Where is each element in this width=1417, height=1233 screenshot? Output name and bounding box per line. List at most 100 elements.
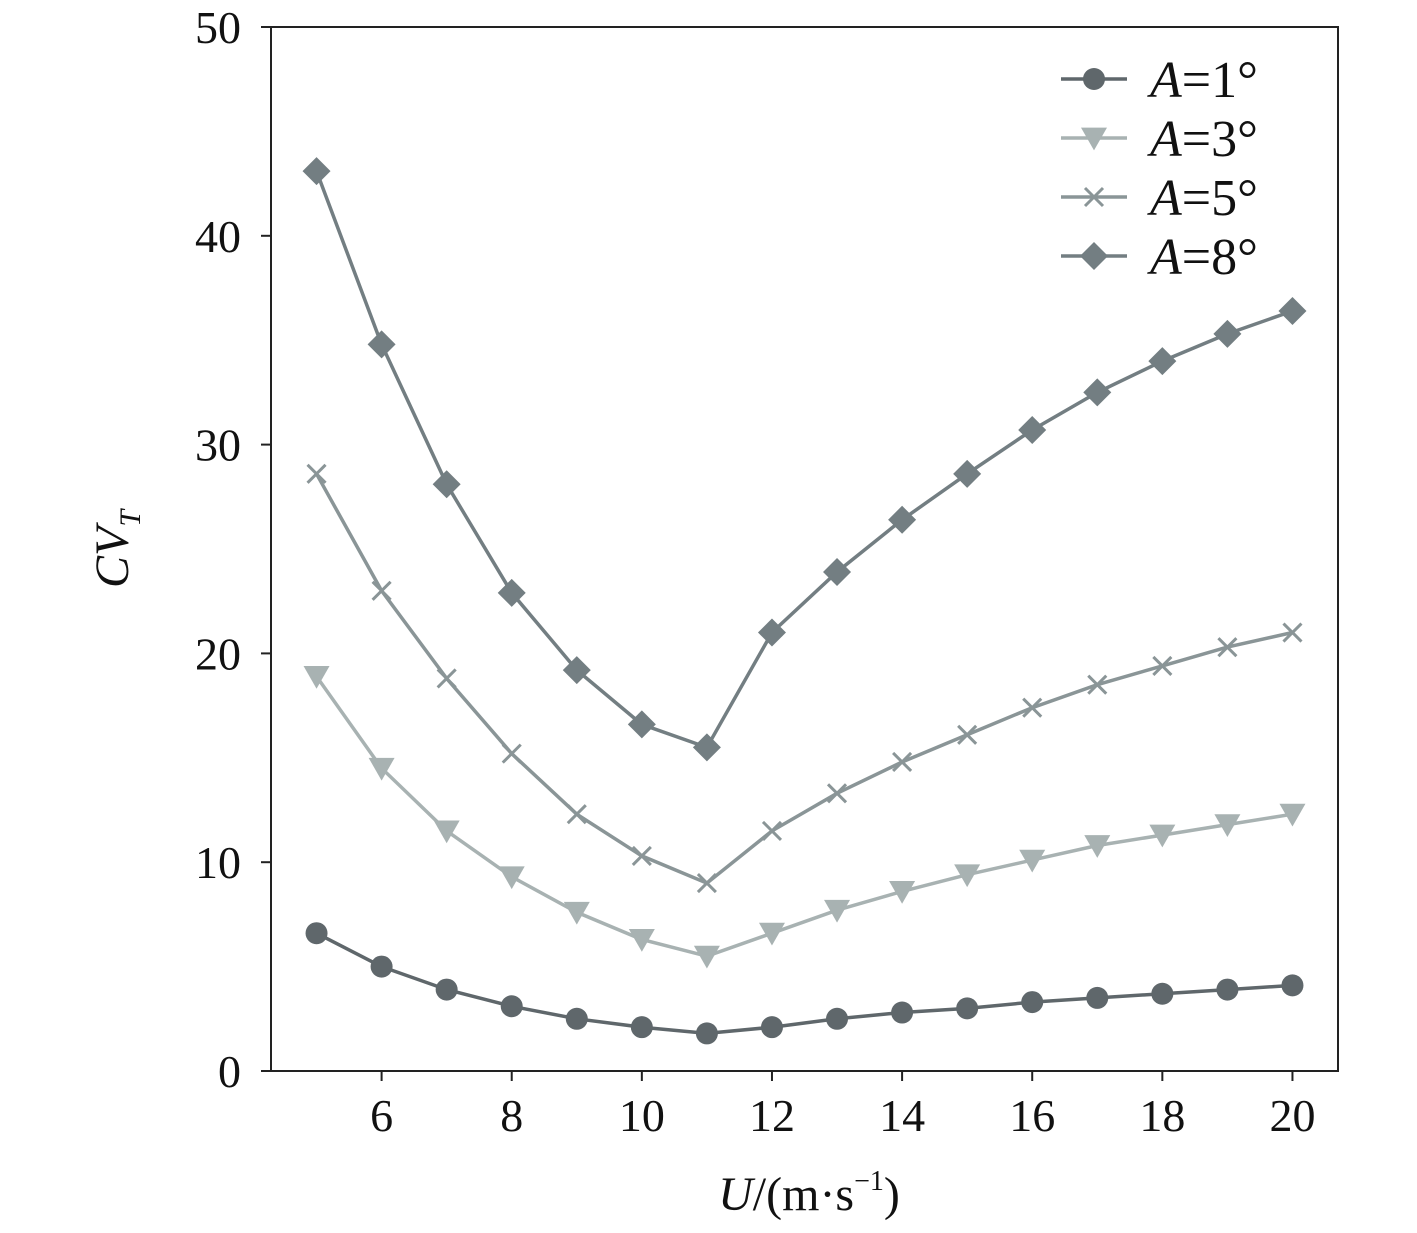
data-point <box>1087 674 1108 695</box>
data-point <box>695 1022 718 1045</box>
data-point <box>370 955 393 978</box>
y-axis-sub: T <box>114 508 147 527</box>
x-axis-close: ) <box>884 1168 900 1221</box>
x-tick-label: 14 <box>879 1090 925 1141</box>
data-point <box>758 922 785 946</box>
axis-ticks: 6 8 10 12 14 16 18 20 0 10 20 30 40 50 <box>195 2 1315 1141</box>
data-point <box>368 757 395 781</box>
data-point <box>565 1007 588 1030</box>
data-point <box>562 656 591 685</box>
series-2 <box>306 463 1303 894</box>
x-tick-label: 12 <box>749 1090 795 1141</box>
legend-rest: =3° <box>1182 111 1258 168</box>
data-point <box>501 743 522 764</box>
data-point <box>563 901 590 925</box>
legend-item: A=3° <box>1061 111 1258 168</box>
data-point <box>891 1001 914 1024</box>
data-point <box>566 804 587 825</box>
data-point <box>826 783 848 804</box>
data-point <box>1214 814 1241 837</box>
data-point <box>823 557 852 586</box>
legend-rest: =5° <box>1182 170 1258 227</box>
data-point <box>1151 982 1174 1005</box>
data-point <box>433 820 460 844</box>
y-tick-label: 10 <box>195 837 241 888</box>
series-line <box>315 675 1293 959</box>
data-point <box>432 470 461 499</box>
x-tick-label: 6 <box>370 1090 393 1141</box>
legend-marker <box>1083 68 1105 90</box>
data-point <box>1021 991 1044 1014</box>
x-tick-label: 8 <box>500 1090 523 1141</box>
data-point <box>1213 319 1242 348</box>
y-tick-label: 0 <box>218 1046 241 1097</box>
data-point <box>435 978 458 1001</box>
series-0 <box>305 922 1304 1045</box>
data-point <box>957 724 978 745</box>
x-tick-label: 10 <box>619 1090 665 1141</box>
legend-item: A=8° <box>1061 229 1258 286</box>
data-point <box>693 945 720 969</box>
data-point <box>760 1016 783 1039</box>
data-point <box>889 881 916 904</box>
data-point <box>1148 347 1177 376</box>
plot-frame <box>270 26 1339 1072</box>
data-point <box>371 580 392 601</box>
data-point <box>892 751 913 773</box>
y-tick-label: 20 <box>195 628 241 679</box>
legend-rest: =1° <box>1182 52 1258 109</box>
data-point <box>1279 803 1306 827</box>
series-3 <box>302 157 1307 762</box>
data-point <box>692 733 721 762</box>
legend-label: A=1° <box>1147 52 1258 109</box>
series-1 <box>303 665 1306 969</box>
data-point <box>1281 974 1304 997</box>
legend-label: A=8° <box>1147 229 1258 286</box>
legend-marker <box>1081 127 1107 151</box>
series-line <box>315 931 1293 1036</box>
data-point <box>302 157 331 186</box>
y-tick-label: 50 <box>195 2 241 53</box>
data-point <box>1216 978 1239 1001</box>
data-point <box>1084 835 1111 858</box>
data-point <box>1086 986 1109 1009</box>
x-axis-label: U/(m·s−1) <box>718 1166 900 1221</box>
legend-label: A=3° <box>1147 111 1258 168</box>
legend-marker <box>1083 186 1105 208</box>
data-point <box>956 997 979 1020</box>
data-point <box>954 864 981 888</box>
data-point <box>761 820 783 841</box>
x-axis-unit: /(m·s <box>753 1168 854 1221</box>
data-point <box>367 330 396 359</box>
y-tick-label: 30 <box>195 420 241 471</box>
data-point <box>1083 378 1112 407</box>
x-tick-label: 18 <box>1139 1090 1185 1141</box>
data-point <box>631 845 652 866</box>
data-point <box>1149 824 1176 848</box>
y-axis-var: CV <box>86 522 139 588</box>
data-point <box>1282 622 1303 643</box>
data-point <box>630 1016 653 1039</box>
data-point <box>757 618 786 647</box>
legend: A=1°A=3°A=5°A=8° <box>1061 52 1258 286</box>
x-axis-var: U <box>718 1168 756 1221</box>
data-point <box>498 866 525 890</box>
data-point <box>953 459 982 488</box>
data-point <box>627 710 656 739</box>
data-point <box>1022 697 1043 718</box>
legend-var: A <box>1147 52 1182 109</box>
legend-rest: =8° <box>1182 229 1258 286</box>
data-point <box>305 922 328 945</box>
series-layer <box>302 157 1307 1045</box>
data-point <box>303 665 330 689</box>
data-point <box>497 578 526 607</box>
data-point <box>306 463 327 484</box>
x-axis-exp: −1 <box>854 1166 884 1197</box>
y-axis-label: CVT <box>86 508 147 588</box>
legend-marker <box>1080 242 1108 270</box>
data-point <box>500 995 523 1018</box>
data-point <box>1217 637 1238 658</box>
y-tick-label: 40 <box>195 211 241 262</box>
legend-item: A=1° <box>1061 52 1258 109</box>
legend-var: A <box>1147 229 1182 286</box>
